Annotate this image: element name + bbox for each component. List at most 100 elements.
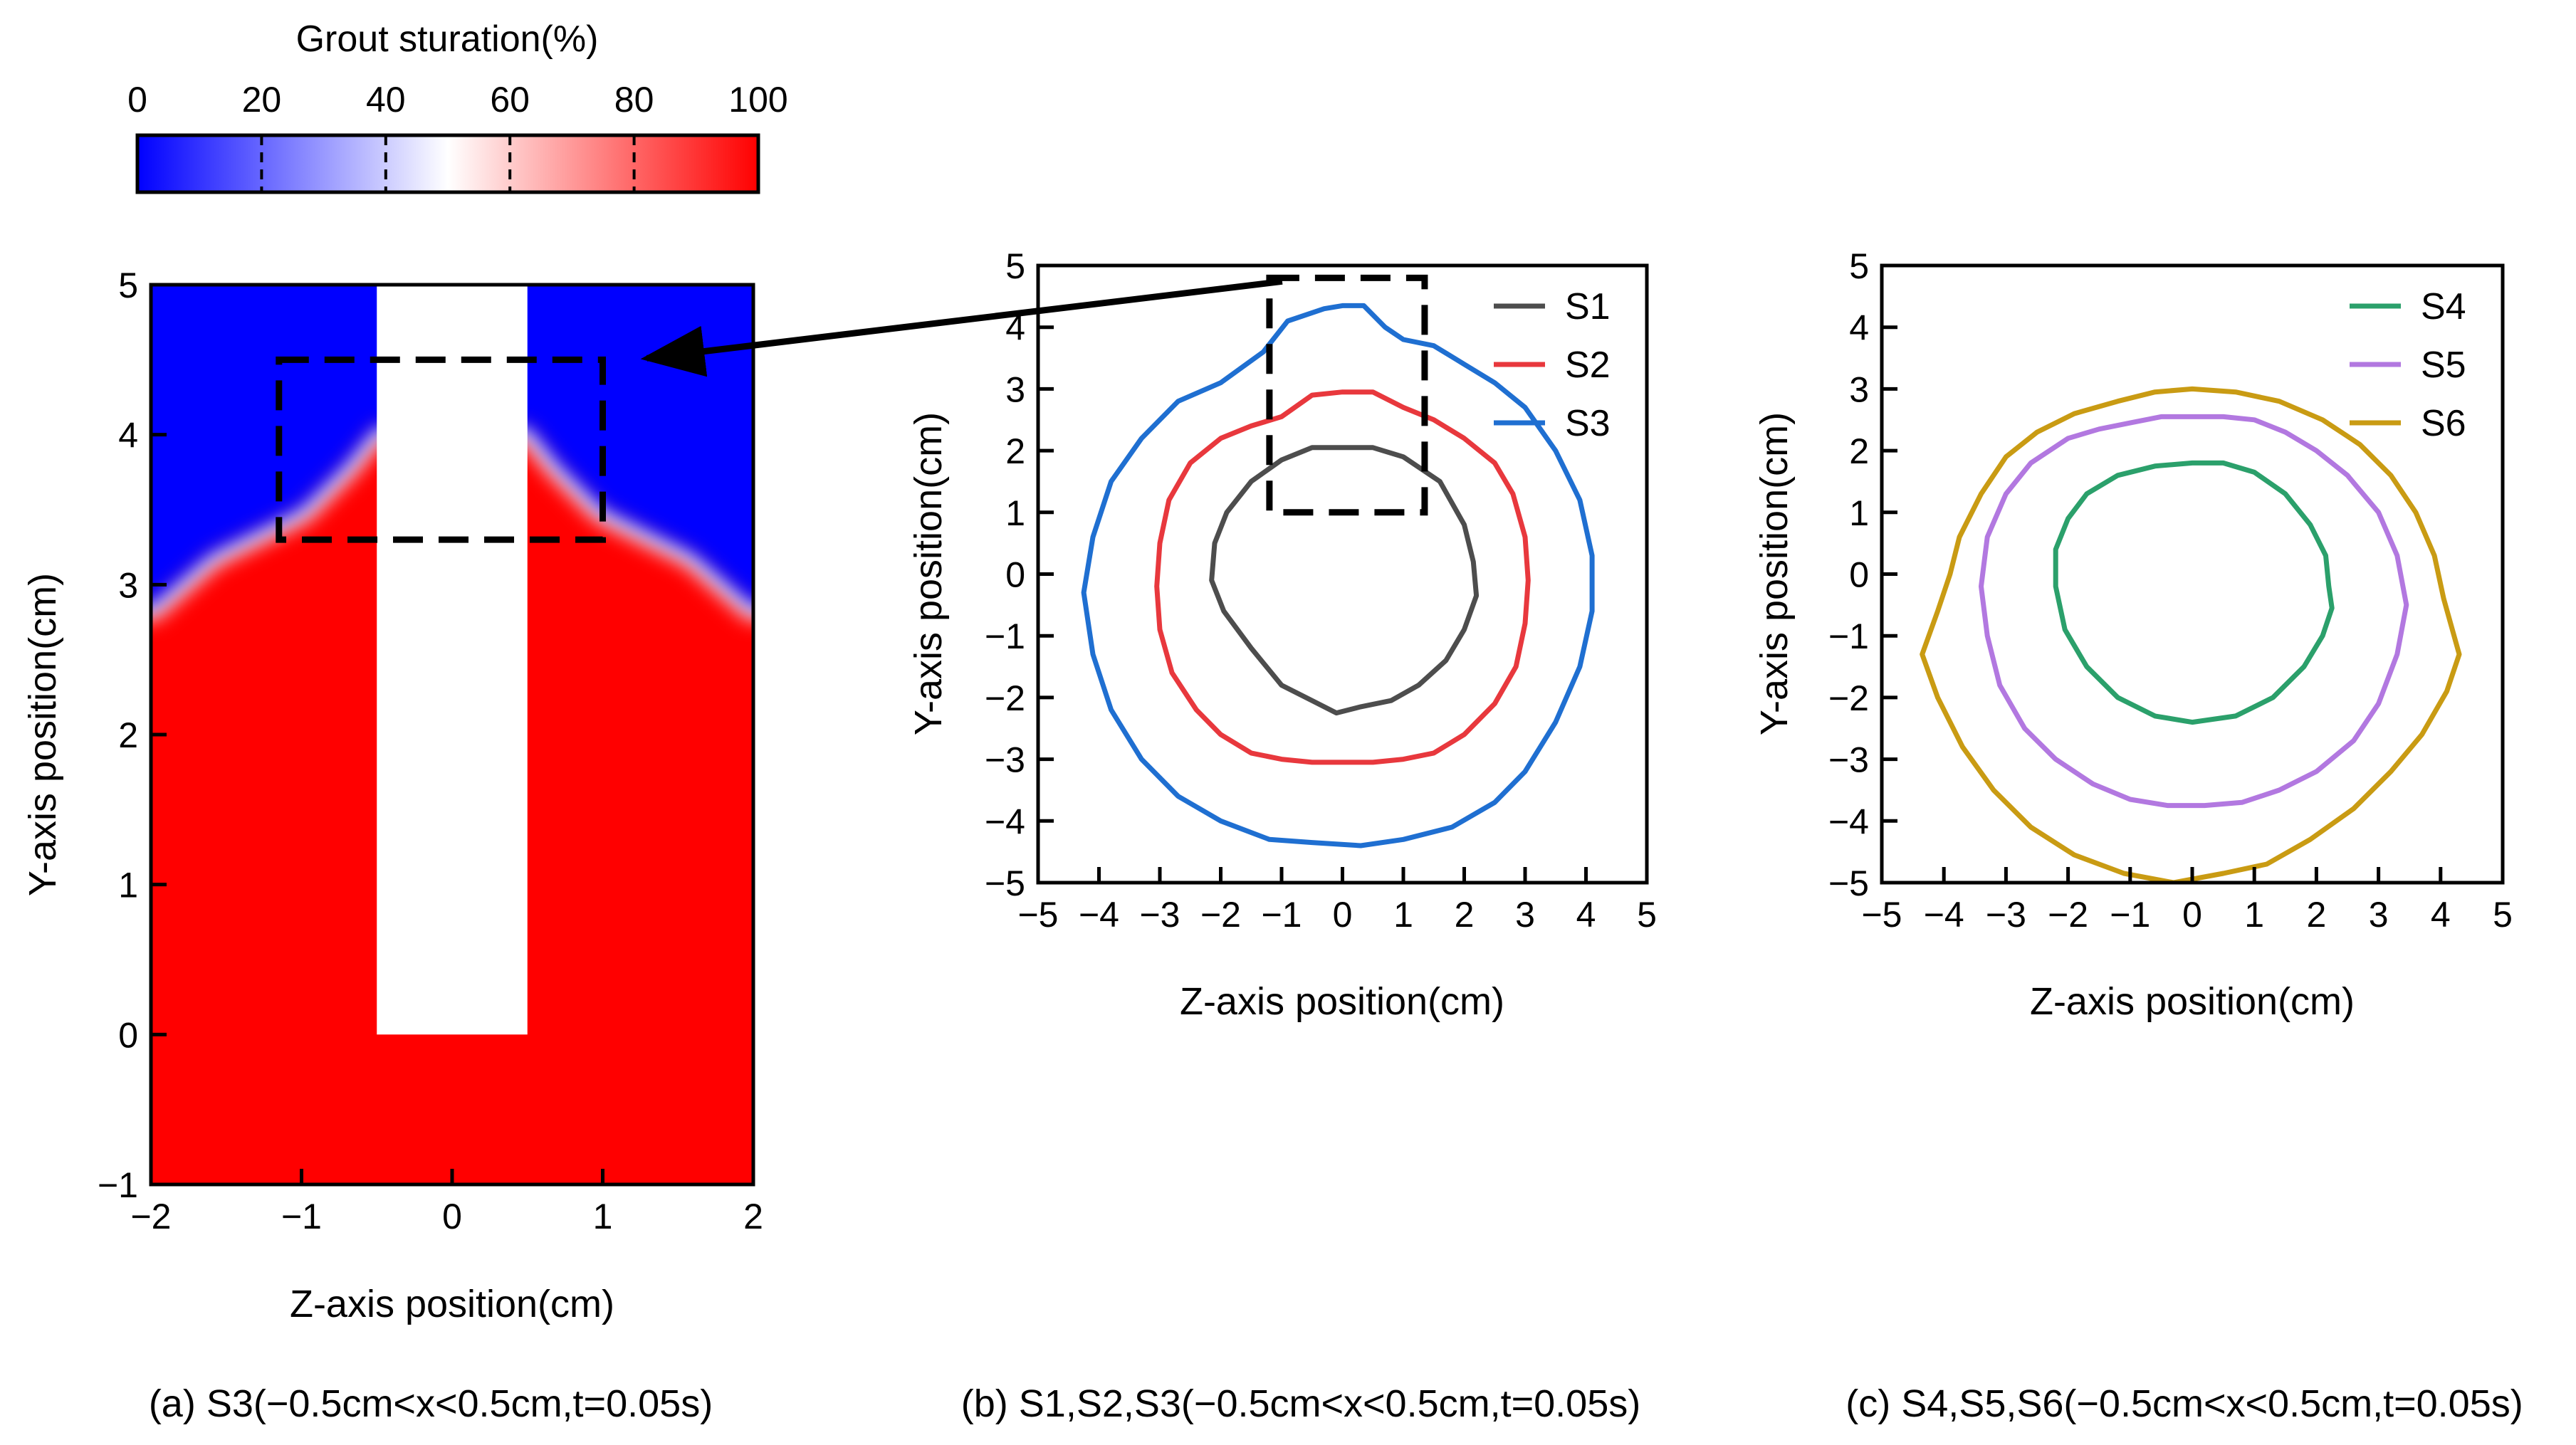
x-tick-label: 1 xyxy=(2244,895,2264,935)
legend-label-s5: S5 xyxy=(2421,345,2466,386)
y-tick-label: 2 xyxy=(1005,431,1025,471)
x-tick-label: 3 xyxy=(1515,895,1535,935)
x-tick-label: 5 xyxy=(2493,895,2513,935)
colorbar: Grout sturation(%) 0 20 40 60 80 100 xyxy=(127,19,788,194)
y-tick-label: 4 xyxy=(1849,308,1869,348)
zoom-arrow xyxy=(640,278,1283,377)
legend-label-s1: S1 xyxy=(1565,286,1611,327)
series-line-s5 xyxy=(1979,414,2409,809)
x-tick-label: 3 xyxy=(2369,895,2389,935)
y-axis-label-c: Y-axis position(cm) xyxy=(1753,412,1796,735)
x-tick-label: −3 xyxy=(1986,895,2026,935)
y-tick-label: −5 xyxy=(1828,863,1869,903)
y-tick-label: −4 xyxy=(985,802,1025,841)
x-tick-label: 0 xyxy=(2182,895,2202,935)
y-tick-label: 4 xyxy=(118,416,138,456)
x-tick-label: 2 xyxy=(1455,895,1475,935)
y-tick-label: −2 xyxy=(985,678,1025,718)
colorbar-tick-label: 80 xyxy=(614,80,654,120)
y-tick-label: 1 xyxy=(1849,493,1869,533)
x-tick-label: −5 xyxy=(1861,895,1902,935)
y-tick-label: 0 xyxy=(1849,555,1869,595)
colorbar-gradient xyxy=(135,133,760,194)
y-tick-label: −5 xyxy=(985,863,1025,903)
x-tick-label: −1 xyxy=(281,1197,322,1236)
series-line-s2 xyxy=(1154,389,1531,765)
x-tick-label: 2 xyxy=(743,1197,763,1236)
y-axis-label-b: Y-axis position(cm) xyxy=(907,412,950,735)
colorbar-tick-label: 20 xyxy=(242,80,282,120)
x-tick-label: 0 xyxy=(442,1197,462,1236)
series-line-s4 xyxy=(2053,460,2335,725)
axes-frame-b xyxy=(1036,263,1649,885)
x-tick-label: −1 xyxy=(2110,895,2150,935)
x-tick-label: −2 xyxy=(2048,895,2088,935)
x-tick-label: −3 xyxy=(1139,895,1180,935)
y-tick-label: 3 xyxy=(1849,369,1869,409)
legend-label-s6: S6 xyxy=(2421,403,2466,444)
y-tick-label: 0 xyxy=(118,1015,138,1055)
y-tick-label: 1 xyxy=(118,866,138,905)
series-line-s6 xyxy=(1920,386,2462,883)
y-tick-label: −1 xyxy=(98,1165,138,1205)
caption-a: (a) S3(−0.5cm<x<0.5cm,t=0.05s) xyxy=(149,1382,713,1425)
y-tick-label: −3 xyxy=(1828,740,1869,780)
series-line-s1 xyxy=(1209,445,1480,716)
x-tick-label: 5 xyxy=(1637,895,1657,935)
axis-ticks-c: −5 −4 −3 −2 −1 0 1 2 3 4 5 −5 −4 −3 −2 −1 0 1 2 3 4 5 xyxy=(1828,246,2513,935)
x-axis-label-b: Z-axis position(cm) xyxy=(1180,980,1504,1023)
x-tick-label: 4 xyxy=(2431,895,2451,935)
colorbar-tick-label: 60 xyxy=(490,80,530,120)
y-tick-label: 5 xyxy=(1005,246,1025,286)
injection-pipe xyxy=(377,285,528,1035)
x-tick-label: −2 xyxy=(130,1197,171,1236)
colorbar-title: Grout sturation(%) xyxy=(296,19,599,60)
x-tick-label: −2 xyxy=(1200,895,1241,935)
x-tick-label: 4 xyxy=(1576,895,1596,935)
legend-c: S4 S5 S6 xyxy=(2350,286,2466,444)
series-lines-b xyxy=(1081,303,1595,848)
y-tick-label: 2 xyxy=(1849,431,1869,471)
series-lines-c xyxy=(1920,386,2462,883)
series-line-s3 xyxy=(1081,303,1595,848)
legend-b: S1 S2 S3 xyxy=(1494,286,1611,444)
x-tick-label: −1 xyxy=(1261,895,1302,935)
y-tick-label: 1 xyxy=(1005,493,1025,533)
y-axis-label-a: Y-axis position(cm) xyxy=(21,573,64,896)
zoom-box-b xyxy=(1266,274,1428,516)
x-tick-label: −4 xyxy=(1924,895,1964,935)
y-tick-label: −4 xyxy=(1828,802,1869,841)
y-tick-label: 2 xyxy=(118,715,138,755)
x-tick-label: 0 xyxy=(1333,895,1353,935)
legend-label-s2: S2 xyxy=(1565,345,1611,386)
x-axis-label-c: Z-axis position(cm) xyxy=(2030,980,2355,1023)
y-tick-label: −1 xyxy=(1828,616,1869,656)
x-tick-label: 2 xyxy=(2306,895,2326,935)
colorbar-ticks: 0 20 40 60 80 100 xyxy=(127,80,788,192)
x-tick-label: −5 xyxy=(1017,895,1058,935)
y-tick-label: 3 xyxy=(1005,369,1025,409)
caption-b: (b) S1,S2,S3(−0.5cm<x<0.5cm,t=0.05s) xyxy=(961,1382,1640,1425)
y-tick-label: −3 xyxy=(985,740,1025,780)
colorbar-tick-label: 40 xyxy=(366,80,406,120)
x-axis-label-a: Z-axis position(cm) xyxy=(290,1283,614,1325)
legend-label-s3: S3 xyxy=(1565,403,1611,444)
y-tick-label: 5 xyxy=(1849,246,1869,286)
axes-frame-c xyxy=(1880,263,2505,885)
x-tick-label: 1 xyxy=(593,1197,613,1236)
y-tick-label: 3 xyxy=(118,565,138,605)
colorbar-tick-label: 0 xyxy=(127,80,147,120)
y-tick-label: 5 xyxy=(118,266,138,305)
legend-label-s4: S4 xyxy=(2421,286,2466,327)
colorbar-tick-label: 100 xyxy=(728,80,787,120)
zoom-box-a xyxy=(276,356,606,543)
y-tick-label: −2 xyxy=(1828,678,1869,718)
x-tick-label: 1 xyxy=(1393,895,1413,935)
y-tick-label: −1 xyxy=(985,616,1025,656)
